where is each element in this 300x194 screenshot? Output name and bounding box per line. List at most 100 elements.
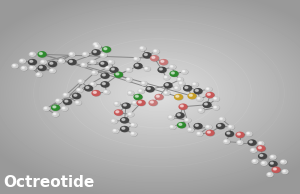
Circle shape [76,101,82,105]
Circle shape [248,140,256,145]
Circle shape [149,100,157,105]
Circle shape [207,93,210,95]
Circle shape [50,69,56,73]
Circle shape [49,61,56,67]
Circle shape [194,89,202,94]
Circle shape [226,131,233,136]
Circle shape [161,60,164,62]
Circle shape [170,71,178,76]
Circle shape [194,124,202,129]
Circle shape [103,47,110,52]
Circle shape [175,87,181,90]
Circle shape [188,94,196,99]
Circle shape [179,123,182,125]
Circle shape [95,45,98,47]
Circle shape [52,113,59,116]
Circle shape [197,97,203,101]
Circle shape [75,101,81,105]
Circle shape [79,80,85,84]
Circle shape [147,87,150,89]
Circle shape [50,62,53,64]
Circle shape [175,94,182,100]
Circle shape [30,53,33,55]
Circle shape [178,123,186,128]
Circle shape [115,73,123,78]
Circle shape [121,118,129,123]
Circle shape [197,132,203,136]
Circle shape [140,47,143,49]
Circle shape [91,83,93,85]
Circle shape [82,63,88,67]
Circle shape [105,66,111,70]
Circle shape [176,95,179,97]
Circle shape [30,60,33,62]
Circle shape [128,113,134,116]
Circle shape [128,113,134,117]
Circle shape [127,78,129,80]
Circle shape [182,70,188,74]
Circle shape [127,68,133,72]
Circle shape [135,64,142,69]
Circle shape [159,68,167,73]
Circle shape [259,154,266,159]
Circle shape [37,73,43,77]
Circle shape [91,83,97,87]
Circle shape [30,67,33,68]
Circle shape [261,161,267,165]
Circle shape [151,56,158,61]
Circle shape [179,104,187,109]
Circle shape [12,64,18,68]
Circle shape [127,68,129,70]
Circle shape [56,100,59,101]
Circle shape [196,97,202,101]
Circle shape [199,109,201,111]
Circle shape [281,160,287,164]
Circle shape [68,60,76,65]
Circle shape [56,99,62,103]
Circle shape [116,73,119,75]
Circle shape [206,87,212,91]
Circle shape [112,120,114,121]
Circle shape [258,146,266,151]
Circle shape [103,90,109,94]
Circle shape [272,167,280,172]
Circle shape [101,82,109,87]
Circle shape [109,60,115,64]
Circle shape [110,67,118,72]
Circle shape [229,126,231,127]
Circle shape [94,43,96,45]
Circle shape [130,123,136,127]
Circle shape [28,60,36,65]
Circle shape [175,95,183,100]
Circle shape [44,107,50,111]
Circle shape [111,68,114,70]
Circle shape [144,53,152,58]
Circle shape [177,78,183,81]
Circle shape [20,59,26,63]
Circle shape [185,87,188,88]
Circle shape [93,50,101,55]
Circle shape [170,66,173,67]
Circle shape [126,68,132,72]
Circle shape [69,60,76,65]
Circle shape [135,64,138,66]
Circle shape [134,58,137,59]
Circle shape [170,126,173,127]
Circle shape [131,124,137,127]
Circle shape [140,47,146,51]
Circle shape [77,89,80,90]
Circle shape [70,53,72,55]
Circle shape [156,95,159,97]
Circle shape [237,133,240,135]
Circle shape [195,124,203,129]
Circle shape [178,81,184,85]
Circle shape [39,66,46,71]
Circle shape [73,94,81,99]
Circle shape [270,162,273,164]
Circle shape [138,101,146,106]
Circle shape [37,73,39,75]
Circle shape [259,142,261,144]
Circle shape [207,93,214,98]
Circle shape [151,56,159,61]
Circle shape [206,93,214,98]
